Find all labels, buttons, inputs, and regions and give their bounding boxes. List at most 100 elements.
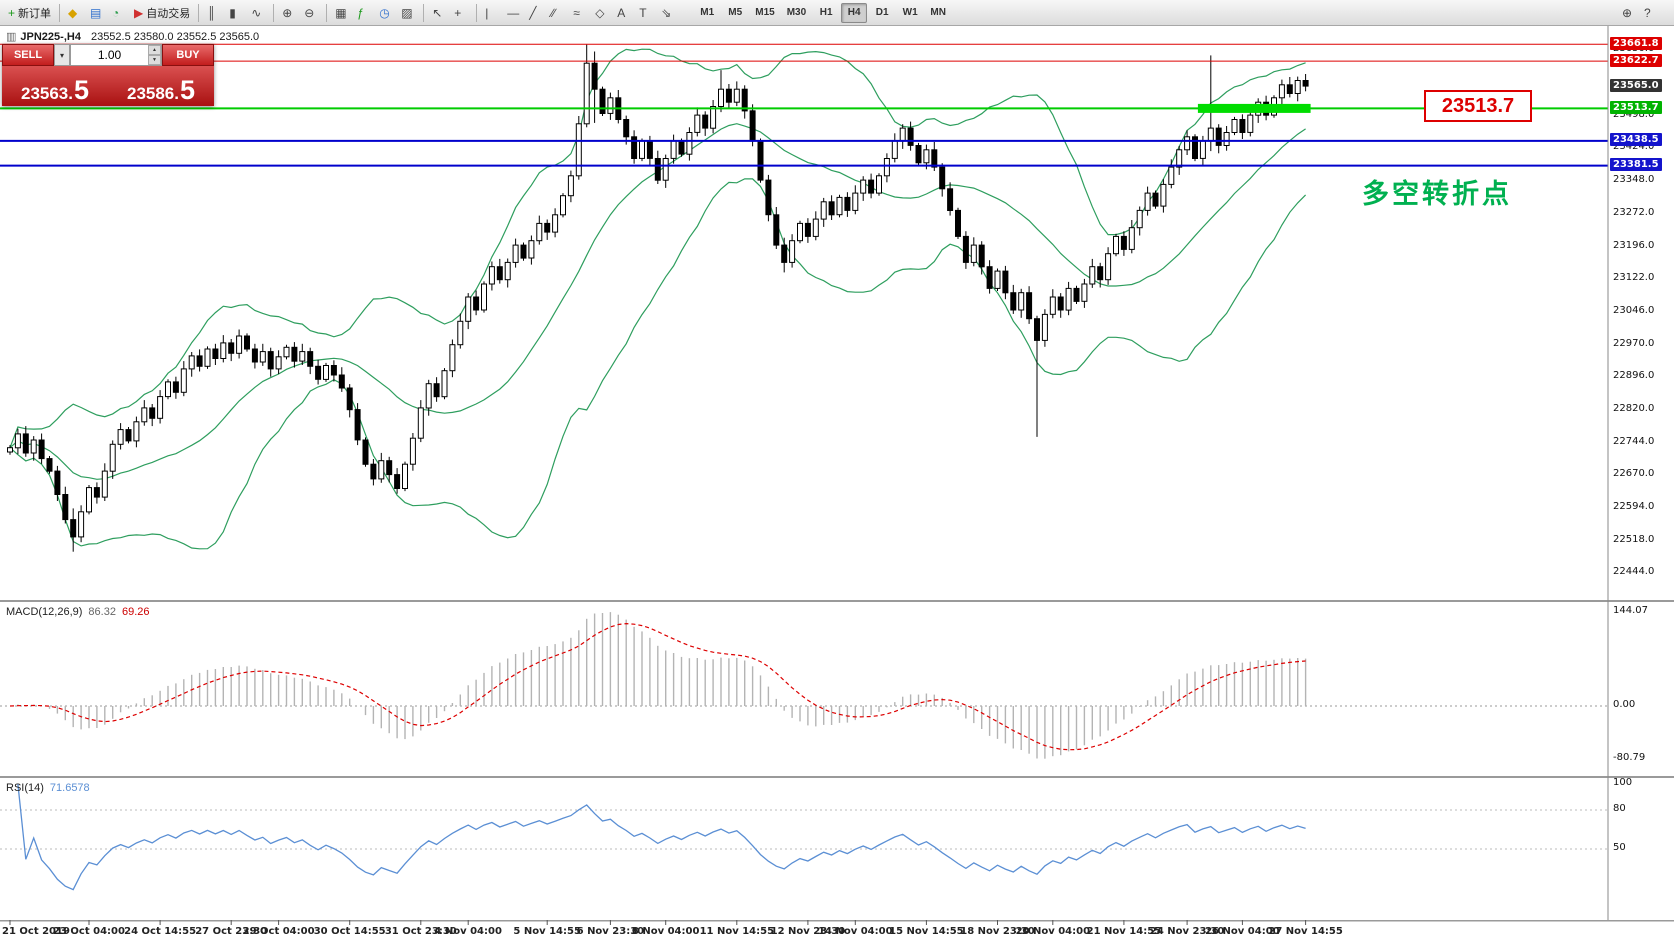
indicators-icon: ƒ — [357, 5, 364, 20]
new-order-button-label: 新订单 — [18, 7, 52, 20]
shapes-button[interactable]: ◇ — [591, 2, 613, 24]
auto-trading-button-label: 自动交易 — [146, 7, 191, 20]
crosshair-button[interactable]: + — [450, 2, 472, 24]
buy-price[interactable]: 23586. 5 — [108, 66, 214, 106]
timeframe-group: M1 M5 M15 M30 H1 H4 D1 W1 MN — [693, 2, 952, 23]
label-icon: T — [639, 5, 647, 20]
sell-button[interactable]: SELL — [2, 44, 54, 66]
help-button[interactable]: ? — [1640, 2, 1662, 24]
tile-windows-button[interactable]: ▦ — [331, 2, 353, 24]
sell-price-pip: 5 — [73, 75, 90, 106]
market-watch-icon: ▤ — [90, 5, 102, 20]
bar-chart-icon: ║ — [207, 5, 216, 20]
volume-dropdown-button[interactable]: ▾ — [54, 44, 70, 66]
zoom-out-button[interactable]: ⊖ — [300, 2, 322, 24]
magnifier-icon: ⊕ — [1622, 5, 1633, 20]
buy-price-main: 23586. — [126, 84, 179, 103]
label-button[interactable]: T — [635, 2, 657, 24]
channel-button[interactable]: ∕∕ — [547, 2, 569, 24]
chart-window: ▥ JPN225-,H4 23552.5 23580.0 23552.5 23565… — [0, 26, 1674, 948]
tile-windows-icon: ▦ — [335, 5, 347, 20]
candlestick-icon: ▮ — [229, 5, 236, 20]
trade-panel-prices: 23563. 5 23586. 5 — [2, 66, 214, 106]
shapes-icon: ◇ — [595, 5, 605, 20]
volume-field: ▲ ▼ — [70, 44, 162, 66]
fibonacci-icon: ≈ — [573, 5, 580, 20]
volume-input[interactable] — [71, 45, 148, 65]
one-click-trade-panel: SELL ▾ ▲ ▼ BUY 23563.5 23586.5 — [2, 44, 214, 106]
timeframe-h1-button[interactable]: H1 — [813, 3, 839, 23]
timeframe-m15-button[interactable]: M15 — [750, 3, 779, 23]
profiles-icon: ◆ — [68, 5, 78, 20]
axis-frame — [0, 26, 1674, 925]
line-chart-icon: ∿ — [251, 5, 262, 20]
trendline-button[interactable]: ╱ — [525, 2, 547, 24]
volume-spinner: ▲ ▼ — [148, 45, 161, 65]
level-lines — [0, 43, 1608, 167]
indicators-button[interactable]: ƒ — [353, 2, 375, 24]
toolbar-groups: + 新订单 ◆ ▤ ◔ ▶ 自动交易 ║ ▮ ∿ ⊕ ⊖ ▦ ƒ ◷ ▨ ↖ + | — ╱ ∕∕ ≈ ◇ A T ⇘ — [4, 2, 679, 24]
auto-trading-button[interactable]: ▶ 自动交易 — [130, 2, 194, 24]
bar-chart-button[interactable]: ║ — [203, 2, 225, 24]
templates-button[interactable]: ▨ — [397, 2, 419, 24]
toolbar-separator — [198, 3, 200, 22]
zoom-in-button[interactable]: ⊕ — [278, 2, 300, 24]
toolbar-separator — [423, 3, 425, 22]
volume-up-button[interactable]: ▲ — [148, 45, 161, 55]
caret-down-icon: ▾ — [59, 50, 64, 60]
time-axis-separator — [0, 920, 1674, 922]
fibonacci-button[interactable]: ≈ — [569, 2, 591, 24]
cursor-button[interactable]: ↖ — [428, 2, 450, 24]
timeframe-m30-button[interactable]: M30 — [782, 3, 811, 23]
timeframe-d1-button[interactable]: D1 — [869, 3, 895, 23]
templates-icon: ▨ — [401, 5, 413, 20]
zoom-in-icon: ⊕ — [282, 5, 293, 20]
toolbar-separator — [476, 3, 478, 22]
new-order-button[interactable]: + 新订单 — [4, 2, 55, 24]
cursor-icon: ↖ — [432, 5, 443, 20]
toolbar-right: ⊕? — [1618, 2, 1662, 24]
timeframe-m5-button[interactable]: M5 — [722, 3, 748, 23]
text-button[interactable]: A — [613, 2, 635, 24]
line-chart-button[interactable]: ∿ — [247, 2, 269, 24]
toolbar-separator — [273, 3, 275, 22]
rsi-separator — [0, 776, 1674, 778]
timeframe-h4-button[interactable]: H4 — [841, 2, 868, 23]
sell-price-main: 23563. — [20, 84, 73, 103]
horizontal-line-icon: — — [507, 5, 520, 20]
volume-down-button[interactable]: ▼ — [148, 55, 161, 65]
buy-price-pip: 5 — [179, 75, 196, 106]
toolbar-separator — [326, 3, 328, 22]
arrow-button[interactable]: ⇘ — [657, 2, 679, 24]
clock-icon: ◷ — [379, 5, 390, 20]
crosshair-icon: + — [454, 5, 462, 20]
horizontal-line-button[interactable]: — — [503, 2, 525, 24]
new-order-icon: + — [8, 5, 16, 20]
vertical-line-button[interactable]: | — [481, 2, 503, 24]
timeframe-m1-button[interactable]: M1 — [694, 3, 720, 23]
arrow-icon: ⇘ — [661, 5, 672, 20]
price-chart[interactable] — [0, 26, 1674, 948]
timeframe-mn-button[interactable]: MN — [925, 3, 951, 23]
vertical-line-icon: | — [485, 5, 489, 20]
candlesticks — [7, 44, 1309, 552]
help-cursor-icon: ? — [1644, 5, 1651, 20]
periods-button[interactable]: ◷ — [375, 2, 397, 24]
zoom-out-icon: ⊖ — [304, 5, 315, 20]
macd-separator — [0, 600, 1674, 602]
macd-pane — [0, 612, 1608, 759]
toolbar-separator — [59, 3, 61, 22]
buy-button[interactable]: BUY — [162, 44, 214, 66]
bollinger-bands — [9, 48, 1307, 550]
sell-price[interactable]: 23563. 5 — [2, 66, 108, 106]
market-watch-button[interactable]: ▤ — [86, 2, 108, 24]
search-button[interactable]: ⊕ — [1618, 2, 1640, 24]
channel-icon: ∕∕ — [551, 5, 556, 20]
data-window-button[interactable]: ◔ — [108, 2, 130, 24]
price-level-callout[interactable]: 23513.7 — [1424, 90, 1532, 122]
profiles-button[interactable]: ◆ — [64, 2, 86, 24]
timeframe-w1-button[interactable]: W1 — [897, 3, 923, 23]
rsi-pane — [0, 783, 1608, 891]
candlestick-chart-button[interactable]: ▮ — [225, 2, 247, 24]
trade-panel-controls: SELL ▾ ▲ ▼ BUY — [2, 44, 214, 66]
